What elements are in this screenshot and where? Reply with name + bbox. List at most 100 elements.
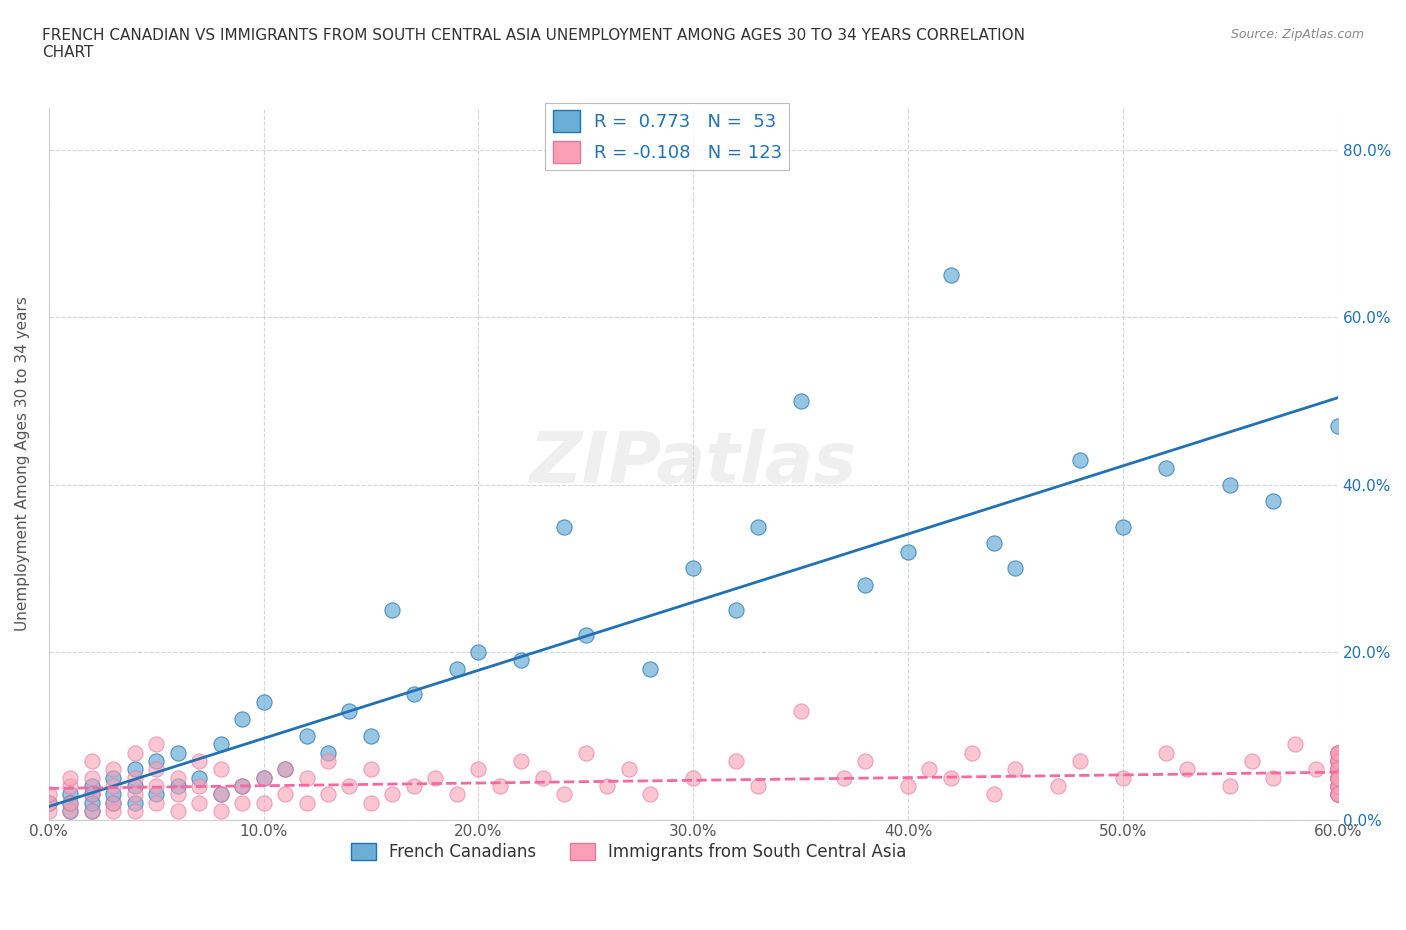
Immigrants from South Central Asia	[252, 795, 274, 810]
Immigrants from South Central Asia	[1326, 753, 1348, 768]
Immigrants from South Central Asia	[531, 770, 554, 785]
Immigrants from South Central Asia	[918, 762, 941, 777]
Immigrants from South Central Asia	[1326, 778, 1348, 793]
Immigrants from South Central Asia	[103, 778, 125, 793]
Immigrants from South Central Asia	[188, 753, 211, 768]
Immigrants from South Central Asia	[682, 770, 704, 785]
French Canadians	[231, 778, 253, 793]
Immigrants from South Central Asia	[124, 787, 146, 802]
Immigrants from South Central Asia	[124, 745, 146, 760]
French Canadians	[145, 753, 167, 768]
Immigrants from South Central Asia	[617, 762, 640, 777]
Immigrants from South Central Asia	[939, 770, 962, 785]
Text: FRENCH CANADIAN VS IMMIGRANTS FROM SOUTH CENTRAL ASIA UNEMPLOYMENT AMONG AGES 30: FRENCH CANADIAN VS IMMIGRANTS FROM SOUTH…	[42, 28, 1025, 60]
Immigrants from South Central Asia	[1326, 753, 1348, 768]
French Canadians	[103, 770, 125, 785]
French Canadians	[1154, 460, 1177, 475]
Immigrants from South Central Asia	[1326, 762, 1348, 777]
Immigrants from South Central Asia	[1326, 778, 1348, 793]
Immigrants from South Central Asia	[1326, 770, 1348, 785]
Immigrants from South Central Asia	[59, 804, 82, 818]
French Canadians	[1112, 519, 1135, 534]
French Canadians	[166, 778, 188, 793]
Immigrants from South Central Asia	[1326, 762, 1348, 777]
Immigrants from South Central Asia	[1326, 778, 1348, 793]
French Canadians	[80, 778, 103, 793]
Immigrants from South Central Asia	[1047, 778, 1070, 793]
Immigrants from South Central Asia	[1263, 770, 1285, 785]
Immigrants from South Central Asia	[638, 787, 661, 802]
Text: ZIPatlas: ZIPatlas	[530, 430, 856, 498]
French Canadians	[1219, 477, 1241, 492]
Immigrants from South Central Asia	[295, 795, 318, 810]
Legend: French Canadians, Immigrants from South Central Asia: French Canadians, Immigrants from South …	[344, 837, 912, 868]
Immigrants from South Central Asia	[1154, 745, 1177, 760]
Immigrants from South Central Asia	[103, 795, 125, 810]
Immigrants from South Central Asia	[467, 762, 489, 777]
Immigrants from South Central Asia	[789, 703, 811, 718]
Immigrants from South Central Asia	[1326, 770, 1348, 785]
Immigrants from South Central Asia	[402, 778, 425, 793]
French Canadians	[853, 578, 876, 592]
Immigrants from South Central Asia	[897, 778, 920, 793]
French Canadians	[295, 728, 318, 743]
Immigrants from South Central Asia	[1326, 745, 1348, 760]
French Canadians	[467, 644, 489, 659]
French Canadians	[939, 268, 962, 283]
Immigrants from South Central Asia	[1326, 787, 1348, 802]
Immigrants from South Central Asia	[1326, 770, 1348, 785]
Immigrants from South Central Asia	[1326, 770, 1348, 785]
Immigrants from South Central Asia	[209, 762, 232, 777]
Immigrants from South Central Asia	[489, 778, 512, 793]
Immigrants from South Central Asia	[575, 745, 598, 760]
French Canadians	[103, 795, 125, 810]
French Canadians	[80, 787, 103, 802]
Immigrants from South Central Asia	[209, 787, 232, 802]
Immigrants from South Central Asia	[231, 795, 253, 810]
French Canadians	[747, 519, 769, 534]
Immigrants from South Central Asia	[425, 770, 447, 785]
Immigrants from South Central Asia	[1326, 753, 1348, 768]
French Canadians	[124, 795, 146, 810]
French Canadians	[575, 628, 598, 643]
Immigrants from South Central Asia	[80, 787, 103, 802]
French Canadians	[274, 762, 297, 777]
Immigrants from South Central Asia	[59, 795, 82, 810]
Immigrants from South Central Asia	[1284, 737, 1306, 751]
Immigrants from South Central Asia	[1219, 778, 1241, 793]
French Canadians	[1069, 452, 1091, 467]
Immigrants from South Central Asia	[1326, 753, 1348, 768]
French Canadians	[252, 695, 274, 710]
Immigrants from South Central Asia	[832, 770, 855, 785]
Immigrants from South Central Asia	[59, 778, 82, 793]
Immigrants from South Central Asia	[853, 753, 876, 768]
French Canadians	[725, 603, 748, 618]
Immigrants from South Central Asia	[316, 787, 339, 802]
Immigrants from South Central Asia	[1326, 787, 1348, 802]
French Canadians	[381, 603, 404, 618]
French Canadians	[339, 703, 361, 718]
Immigrants from South Central Asia	[124, 804, 146, 818]
Immigrants from South Central Asia	[188, 778, 211, 793]
French Canadians	[59, 804, 82, 818]
French Canadians	[682, 561, 704, 576]
Immigrants from South Central Asia	[1326, 745, 1348, 760]
French Canadians	[145, 787, 167, 802]
Immigrants from South Central Asia	[1326, 778, 1348, 793]
Immigrants from South Central Asia	[166, 804, 188, 818]
Immigrants from South Central Asia	[1326, 762, 1348, 777]
French Canadians	[446, 661, 468, 676]
Immigrants from South Central Asia	[103, 762, 125, 777]
Immigrants from South Central Asia	[1326, 753, 1348, 768]
French Canadians	[38, 795, 60, 810]
French Canadians	[983, 536, 1005, 551]
Immigrants from South Central Asia	[1326, 787, 1348, 802]
Immigrants from South Central Asia	[1326, 770, 1348, 785]
Immigrants from South Central Asia	[316, 753, 339, 768]
Immigrants from South Central Asia	[983, 787, 1005, 802]
Immigrants from South Central Asia	[446, 787, 468, 802]
Immigrants from South Central Asia	[1326, 787, 1348, 802]
Immigrants from South Central Asia	[188, 795, 211, 810]
Immigrants from South Central Asia	[1326, 787, 1348, 802]
Immigrants from South Central Asia	[339, 778, 361, 793]
